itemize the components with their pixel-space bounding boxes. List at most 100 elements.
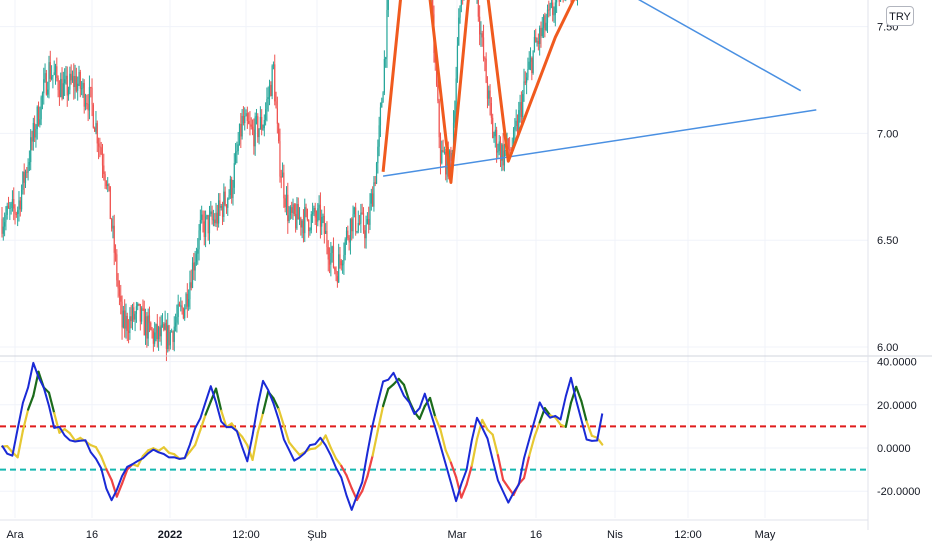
candle-body	[200, 220, 201, 230]
candle-body	[129, 316, 130, 333]
candle-body	[108, 184, 109, 186]
candle-body	[88, 104, 89, 111]
candle-body	[12, 199, 13, 203]
candle-body	[282, 173, 283, 178]
currency-button[interactable]: TRY	[886, 6, 914, 26]
candle-body	[212, 211, 213, 219]
candle-body	[300, 218, 301, 228]
candle-body	[458, 18, 459, 46]
candle-body	[295, 214, 296, 228]
candle-body	[180, 306, 181, 307]
candle-body	[78, 72, 79, 84]
candle-body	[157, 324, 158, 339]
candle-body	[439, 101, 440, 138]
candle-body	[333, 246, 334, 267]
osc-tick-label: -20.0000	[877, 486, 920, 498]
candle-body	[539, 28, 540, 44]
candle-body	[18, 200, 19, 210]
candle-body	[185, 294, 186, 309]
candle-body	[384, 59, 385, 93]
candle-body	[11, 203, 12, 208]
candle-body	[74, 76, 75, 87]
candle-body	[140, 304, 141, 321]
candle-body	[242, 116, 243, 136]
candle-body	[346, 231, 347, 240]
osc-tick-label: 20.0000	[877, 400, 917, 412]
candle-body	[329, 259, 330, 264]
candle-body	[298, 204, 299, 219]
candle-body	[125, 316, 126, 329]
candle-body	[514, 126, 515, 130]
candle-body	[48, 62, 49, 89]
candle-body	[131, 316, 132, 321]
candle-body	[492, 118, 493, 138]
candle-body	[178, 304, 179, 317]
candle-body	[106, 181, 107, 186]
candle-body	[54, 72, 55, 75]
candle-body	[261, 117, 262, 130]
candle-body	[154, 332, 155, 343]
candle-body	[110, 186, 111, 219]
candle-body	[151, 330, 152, 331]
candle-body	[525, 81, 526, 82]
candle-body	[198, 230, 199, 249]
candle-body	[165, 323, 166, 330]
candle-body	[253, 130, 254, 147]
candle-body	[72, 76, 73, 80]
candle-body	[311, 214, 312, 230]
candle-body	[560, 0, 561, 2]
candle-body	[292, 204, 293, 213]
candle-body	[231, 179, 232, 198]
candle-body	[363, 213, 364, 230]
candle-body	[135, 314, 136, 320]
candle-body	[80, 72, 81, 89]
candle-body	[337, 276, 338, 282]
candle-body	[42, 93, 43, 97]
candle-body	[141, 308, 142, 321]
candle-body	[522, 94, 523, 117]
candle-body	[202, 215, 203, 222]
candle-body	[388, 0, 389, 10]
candle-body	[166, 323, 167, 349]
candle-body	[77, 84, 78, 91]
candle-body	[349, 238, 350, 243]
candle-body	[243, 116, 244, 123]
candle-body	[14, 209, 15, 214]
candle-body	[495, 130, 496, 136]
candle-body	[352, 214, 353, 231]
candle-body	[204, 221, 205, 237]
candle-body	[104, 174, 105, 181]
time-tick-label: Ara	[6, 529, 24, 541]
price-tick-label: 6.00	[877, 342, 898, 354]
candle-body	[98, 143, 99, 146]
candle-body	[69, 74, 70, 90]
candle-body	[459, 6, 460, 18]
candle-body	[201, 215, 202, 220]
candle-body	[47, 90, 48, 95]
candle-body	[20, 200, 21, 209]
candle-body	[188, 299, 189, 307]
candle-body	[516, 121, 517, 126]
candle-body	[58, 78, 59, 90]
candle-body	[307, 209, 308, 220]
price-tick-label: 7.00	[877, 128, 898, 140]
candle-body	[540, 28, 541, 36]
candle-body	[265, 109, 266, 120]
candle-body	[546, 23, 547, 30]
candle-body	[251, 125, 252, 127]
candle-body	[544, 15, 545, 30]
candle-body	[375, 182, 376, 183]
candle-body	[509, 149, 510, 150]
candle-body	[332, 246, 333, 253]
candle-body	[3, 227, 4, 234]
candle-body	[555, 2, 556, 14]
candle-body	[4, 222, 5, 226]
candle-body	[548, 10, 549, 11]
candle-body	[325, 231, 326, 234]
candle-body	[313, 208, 314, 212]
candle-body	[240, 124, 241, 137]
candle-body	[89, 87, 90, 110]
candle-body	[67, 76, 68, 96]
candle-body	[486, 59, 487, 83]
candle-body	[26, 172, 27, 173]
